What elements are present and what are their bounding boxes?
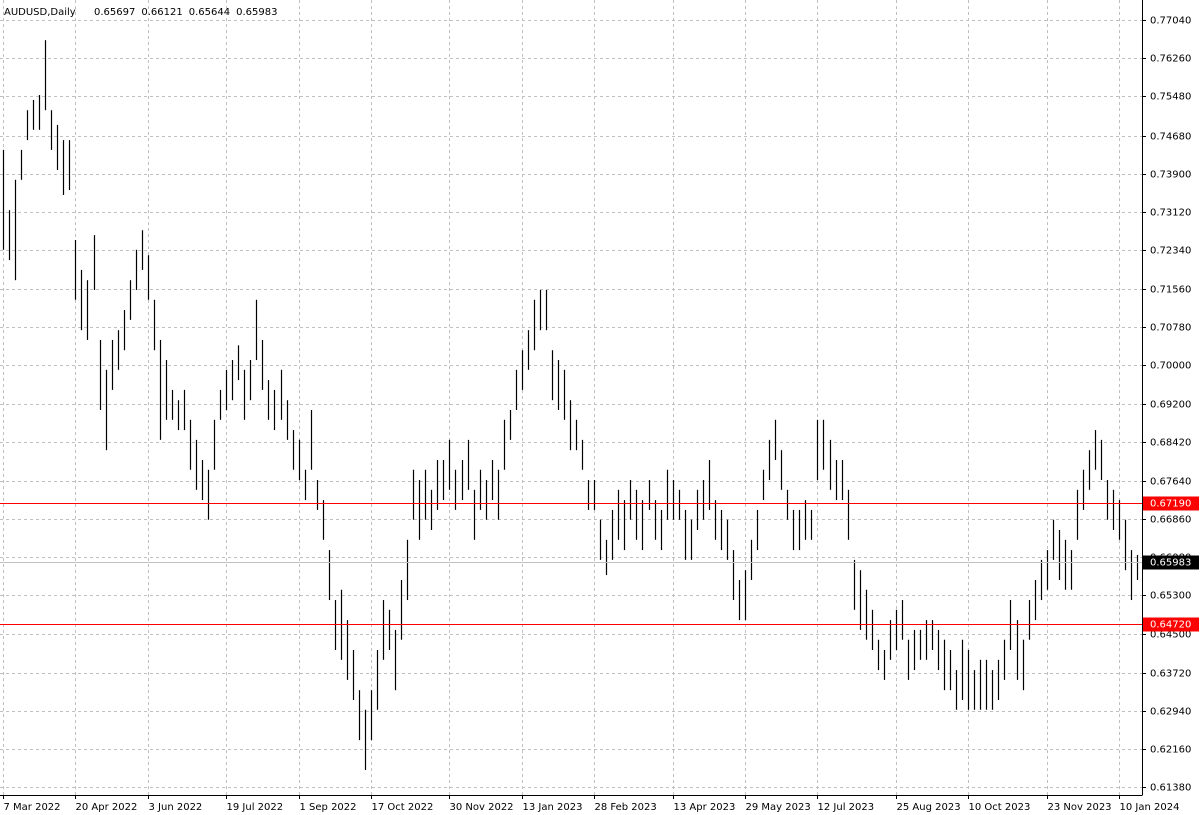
grid-layer [0, 0, 1142, 795]
x-tick-label: 29 May 2023 [746, 802, 811, 813]
y-tick-label: 0.68420 [1150, 438, 1191, 449]
ohlc-value: 0.66121 [141, 7, 182, 18]
y-tick-label: 0.61380 [1150, 783, 1191, 794]
y-tick-label: 0.77040 [1150, 16, 1191, 27]
x-tick-label: 30 Nov 2022 [450, 802, 514, 813]
current-price-label-box [1143, 555, 1199, 570]
x-tick-label: 12 Jul 2023 [818, 802, 875, 813]
level-label-box [1143, 496, 1199, 511]
y-tick-label: 0.73120 [1150, 208, 1191, 219]
y-tick-label: 0.67640 [1150, 477, 1191, 488]
y-tick-label: 0.64500 [1150, 630, 1191, 641]
axis-layer: 0.77040 0.76260 0.75480 0.74680 0.73900 0.731… [3, 16, 1199, 813]
ohlc-value: 0.65983 [236, 7, 277, 18]
y-tick-label: 0.74680 [1150, 132, 1191, 143]
y-tick-label: 0.75480 [1150, 92, 1191, 103]
y-tick-label: 0.73900 [1150, 170, 1191, 181]
level-label: 0.64720 [1150, 620, 1191, 631]
y-tick-label: 0.70780 [1150, 323, 1191, 334]
line-layer [0, 503, 1142, 625]
y-tick-label: 0.62940 [1150, 707, 1191, 718]
x-tick-label: 23 Nov 2023 [1048, 802, 1112, 813]
x-tick-label: 3 Jun 2022 [149, 802, 203, 813]
ohlc-value: 0.65644 [189, 7, 230, 18]
y-tick-label: 0.63720 [1150, 669, 1191, 680]
symbol-title: AUDUSD,Daily [4, 7, 76, 18]
y-tick-label: 0.62160 [1150, 745, 1191, 756]
y-tick-label: 0.69200 [1150, 400, 1191, 411]
x-tick-label: 10 Jan 2024 [1120, 802, 1180, 813]
bar-layer [2, 40, 1139, 771]
y-tick-label: 0.65300 [1150, 591, 1191, 602]
x-tick-label: 19 Jul 2022 [227, 802, 284, 813]
y-tick-label: 0.66860 [1150, 515, 1191, 526]
x-tick-label: 17 Oct 2022 [372, 802, 434, 813]
y-tick-label: 0.76260 [1150, 54, 1191, 65]
level-label: 0.67190 [1150, 499, 1191, 510]
current-price-label: 0.65983 [1150, 558, 1191, 569]
x-tick-label: 20 Apr 2022 [76, 802, 138, 813]
x-tick-label: 13 Apr 2023 [674, 802, 736, 813]
x-tick-label: 25 Aug 2023 [897, 802, 961, 813]
level-label-box [1143, 617, 1199, 632]
y-tick-label: 0.70000 [1150, 361, 1191, 372]
header: AUDUSD,Daily 0.65697 0.66121 0.65644 0.6598… [4, 7, 277, 18]
y-tick-label: 0.71560 [1150, 285, 1191, 296]
x-tick-label: 13 Jan 2023 [523, 802, 583, 813]
x-tick-label: 7 Mar 2022 [4, 802, 61, 813]
x-tick-label: 1 Sep 2022 [300, 802, 357, 813]
x-tick-label: 28 Feb 2023 [595, 802, 657, 813]
y-tick-label: 0.72340 [1150, 246, 1191, 257]
ohlc-value: 0.65697 [94, 7, 135, 18]
x-tick-label: 10 Oct 2023 [969, 802, 1031, 813]
